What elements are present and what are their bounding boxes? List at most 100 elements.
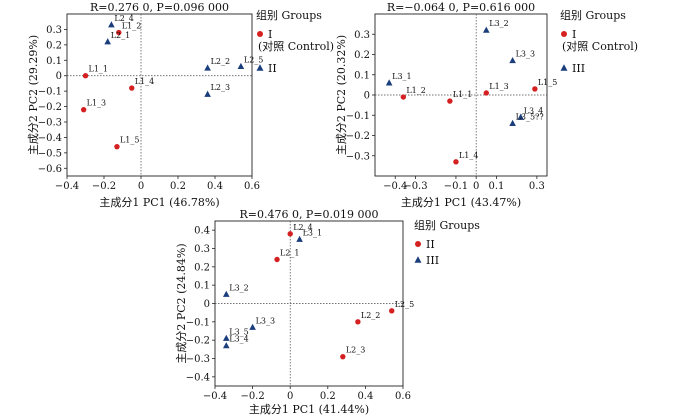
- y-tick-label: −0.6: [38, 164, 62, 175]
- data-point: [129, 85, 135, 91]
- x-axis-label: 主成分1 PC1 (43.47%): [401, 196, 521, 209]
- y-tick-label: −0.4: [38, 133, 62, 144]
- data-point: [483, 90, 489, 96]
- data-point: [222, 334, 230, 341]
- data-point: [237, 62, 245, 70]
- point-label: L2_2: [211, 57, 231, 66]
- point-label: L2_3: [346, 346, 366, 355]
- data-point: [517, 113, 524, 120]
- point-label: L3_5: [229, 327, 249, 336]
- data-point: [287, 231, 293, 237]
- chart-panel-2: −0.4−0.3 −0.1 0 0.1 0.3−0.3−0.2−0.100.10.20.…: [335, 1, 638, 209]
- point-label: L2_5: [244, 55, 264, 64]
- x-tick-label: 0: [473, 181, 479, 192]
- data-point: [82, 73, 89, 79]
- data-point: [389, 308, 395, 314]
- data-point: [340, 353, 346, 360]
- y-tick-label: −0.3: [186, 354, 210, 365]
- point-label: L1_5: [120, 136, 140, 145]
- x-tick-label: −0.4: [55, 181, 79, 192]
- data-point: [222, 342, 230, 349]
- y-tick-label: 0.1: [194, 281, 210, 292]
- y-tick-label: 0.3: [194, 244, 210, 255]
- y-axis-label: 主成分2 PC2 (29.29%): [27, 35, 40, 155]
- data-point: [114, 143, 120, 150]
- y-tick-label: −0.2: [38, 102, 62, 113]
- y-tick-label: 0: [364, 91, 370, 102]
- point-label: L1_2: [122, 22, 142, 31]
- data-point: [453, 159, 459, 165]
- point-label: L2_4: [293, 223, 313, 232]
- chart-title: R=0.276 0, P=0.096 000: [90, 1, 229, 14]
- legend-title: 组别 Groups: [414, 218, 480, 232]
- point-label: L1_3: [87, 99, 107, 108]
- point-label: L2_1: [111, 31, 131, 40]
- y-tick-label: 0.2: [46, 40, 62, 51]
- data-point: [532, 86, 538, 92]
- x-axis-label: 主成分1 PC1 (46.78%): [99, 196, 219, 209]
- point-label: L3_3: [516, 50, 536, 59]
- y-axis-label: 主成分2 PC2 (24.84%): [175, 243, 188, 363]
- legend-label: II: [426, 238, 435, 251]
- point-label: L3_2: [489, 19, 509, 28]
- x-tick-label: 0.2: [170, 181, 186, 192]
- y-tick-label: 0.3: [354, 30, 370, 41]
- plot-frame: [66, 13, 253, 177]
- legend-marker: [257, 31, 263, 37]
- y-tick-label: −0.2: [186, 336, 210, 347]
- legend-marker: [414, 256, 422, 263]
- legend-title: 组别 Groups: [560, 8, 626, 22]
- legend-label: (对照 Control): [258, 39, 334, 53]
- y-tick-label: −0.1: [38, 87, 62, 98]
- legend-label: II: [268, 62, 277, 75]
- y-tick-label: 0: [56, 71, 62, 82]
- data-point: [204, 90, 211, 97]
- data-point: [482, 26, 490, 33]
- x-tick-label: 0.6: [395, 391, 411, 402]
- point-label: L3_1: [392, 72, 412, 81]
- y-tick-label: −0.2: [346, 131, 370, 142]
- data-point: [385, 79, 393, 86]
- y-tick-label: 0.1: [46, 56, 62, 67]
- data-point: [104, 38, 111, 45]
- y-tick-label: −0.5: [38, 148, 62, 159]
- y-tick-label: 0.2: [354, 50, 370, 61]
- data-point: [296, 235, 303, 242]
- y-tick-label: 0.1: [354, 70, 370, 81]
- x-tick-label: 0: [287, 391, 293, 402]
- point-label: L2_1: [280, 249, 300, 258]
- legend-marker: [560, 64, 568, 71]
- x-axis-label: 主成分1 PC1 (41.44%): [249, 403, 369, 416]
- legend-title: 组别 Groups: [256, 8, 322, 22]
- point-label: L2_4: [114, 14, 133, 23]
- x-tick-label: 0.6: [244, 181, 260, 192]
- y-tick-label: 0: [204, 299, 210, 310]
- point-label: L1_4: [459, 151, 479, 160]
- point-label: L1_5: [538, 78, 558, 87]
- x-tick-label: −0.3: [403, 181, 427, 192]
- y-tick-label: 0.3: [46, 25, 62, 36]
- y-tick-label: 0.2: [194, 262, 210, 273]
- point-label: L1_1: [89, 65, 109, 74]
- x-tick-label: 0.4: [357, 391, 373, 402]
- point-label: L3_1: [303, 228, 323, 237]
- legend-label: III: [426, 254, 439, 267]
- x-tick-label: −0.2: [240, 391, 264, 402]
- data-point: [355, 319, 361, 325]
- point-label: L3_4: [524, 106, 544, 115]
- x-tick-label: 0: [138, 181, 144, 192]
- data-point: [222, 290, 230, 297]
- x-tick-label: −0.4: [383, 181, 407, 192]
- legend-marker: [561, 31, 567, 37]
- y-tick-label: −0.1: [186, 317, 210, 328]
- point-label: L3_3: [256, 316, 276, 325]
- legend-label: III: [572, 62, 585, 75]
- chart-panel-1: −0.4 −0.2 0 0.2 0.4 0.6 −0.6 −0.5 −0.4 −0.3 −0.2 −0…: [27, 1, 334, 209]
- legend-label: I: [572, 28, 576, 41]
- y-tick-label: 0.4: [194, 226, 210, 237]
- data-point: [204, 64, 211, 71]
- point-label: L3_2: [229, 283, 249, 292]
- data-point: [249, 323, 256, 330]
